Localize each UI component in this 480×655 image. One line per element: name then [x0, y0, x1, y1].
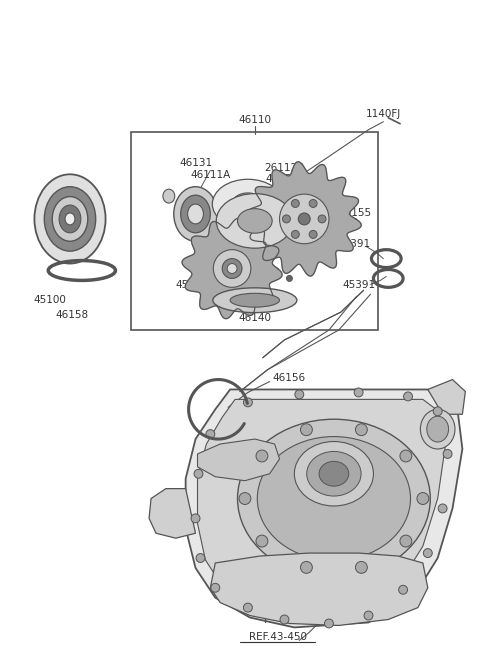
Text: 1140FJ: 1140FJ — [366, 109, 401, 119]
Polygon shape — [210, 553, 428, 626]
Ellipse shape — [238, 419, 430, 578]
Ellipse shape — [188, 204, 204, 224]
Polygon shape — [197, 400, 445, 612]
Ellipse shape — [243, 398, 252, 407]
Ellipse shape — [400, 450, 412, 462]
Ellipse shape — [230, 293, 279, 307]
Ellipse shape — [298, 213, 310, 225]
Text: 46111A: 46111A — [190, 170, 230, 180]
Ellipse shape — [319, 461, 349, 486]
Ellipse shape — [356, 561, 367, 573]
Ellipse shape — [307, 451, 361, 496]
Text: 26112B: 26112B — [264, 163, 305, 174]
Ellipse shape — [427, 416, 448, 442]
Text: 46158: 46158 — [55, 310, 88, 320]
Ellipse shape — [423, 549, 432, 557]
Text: 45391: 45391 — [342, 280, 375, 290]
Ellipse shape — [213, 250, 251, 288]
Ellipse shape — [318, 215, 326, 223]
Text: 45247A: 45247A — [175, 280, 216, 290]
Ellipse shape — [216, 194, 293, 248]
Polygon shape — [182, 218, 282, 318]
Polygon shape — [428, 379, 466, 414]
Ellipse shape — [180, 195, 210, 233]
Ellipse shape — [206, 430, 215, 439]
Ellipse shape — [433, 407, 442, 416]
Polygon shape — [186, 390, 462, 627]
Text: 45391: 45391 — [337, 238, 370, 249]
Ellipse shape — [324, 619, 334, 628]
Ellipse shape — [222, 259, 242, 278]
Ellipse shape — [52, 196, 88, 241]
Text: 46131: 46131 — [179, 159, 212, 168]
Ellipse shape — [191, 514, 200, 523]
Ellipse shape — [44, 187, 96, 251]
Ellipse shape — [287, 276, 292, 282]
Ellipse shape — [232, 193, 264, 215]
Text: 46110: 46110 — [239, 115, 271, 124]
Ellipse shape — [212, 179, 284, 229]
Text: 46155: 46155 — [339, 208, 372, 218]
Ellipse shape — [438, 504, 447, 513]
Ellipse shape — [309, 200, 317, 208]
Ellipse shape — [294, 441, 373, 506]
Ellipse shape — [295, 390, 304, 399]
Ellipse shape — [257, 437, 410, 561]
Ellipse shape — [279, 194, 329, 244]
Ellipse shape — [227, 263, 237, 273]
Ellipse shape — [174, 187, 217, 241]
Ellipse shape — [300, 424, 312, 436]
Bar — [131, 132, 378, 330]
Ellipse shape — [239, 493, 251, 504]
Ellipse shape — [443, 449, 452, 458]
Ellipse shape — [35, 174, 106, 263]
Ellipse shape — [65, 213, 75, 225]
Ellipse shape — [420, 409, 455, 449]
Ellipse shape — [300, 561, 312, 573]
Ellipse shape — [163, 189, 175, 203]
Ellipse shape — [283, 215, 290, 223]
Text: REF.43-450: REF.43-450 — [249, 632, 307, 643]
Ellipse shape — [194, 469, 203, 478]
Polygon shape — [247, 162, 361, 276]
Polygon shape — [197, 439, 279, 481]
Ellipse shape — [354, 388, 363, 397]
Ellipse shape — [211, 584, 220, 592]
Text: 46152: 46152 — [265, 174, 298, 184]
Ellipse shape — [280, 615, 289, 624]
Ellipse shape — [238, 209, 272, 233]
Ellipse shape — [356, 424, 367, 436]
Ellipse shape — [243, 603, 252, 612]
Ellipse shape — [291, 200, 300, 208]
Ellipse shape — [213, 288, 297, 312]
Polygon shape — [149, 489, 195, 538]
Ellipse shape — [59, 205, 81, 233]
Ellipse shape — [417, 493, 429, 504]
Ellipse shape — [256, 535, 268, 547]
Ellipse shape — [196, 553, 205, 563]
Ellipse shape — [400, 535, 412, 547]
Ellipse shape — [399, 586, 408, 594]
Text: 45100: 45100 — [34, 295, 67, 305]
Ellipse shape — [364, 611, 373, 620]
Ellipse shape — [291, 231, 300, 238]
Ellipse shape — [256, 450, 268, 462]
Text: 46140: 46140 — [239, 313, 271, 323]
Text: 46156: 46156 — [273, 373, 306, 383]
Ellipse shape — [309, 231, 317, 238]
Ellipse shape — [404, 392, 412, 401]
